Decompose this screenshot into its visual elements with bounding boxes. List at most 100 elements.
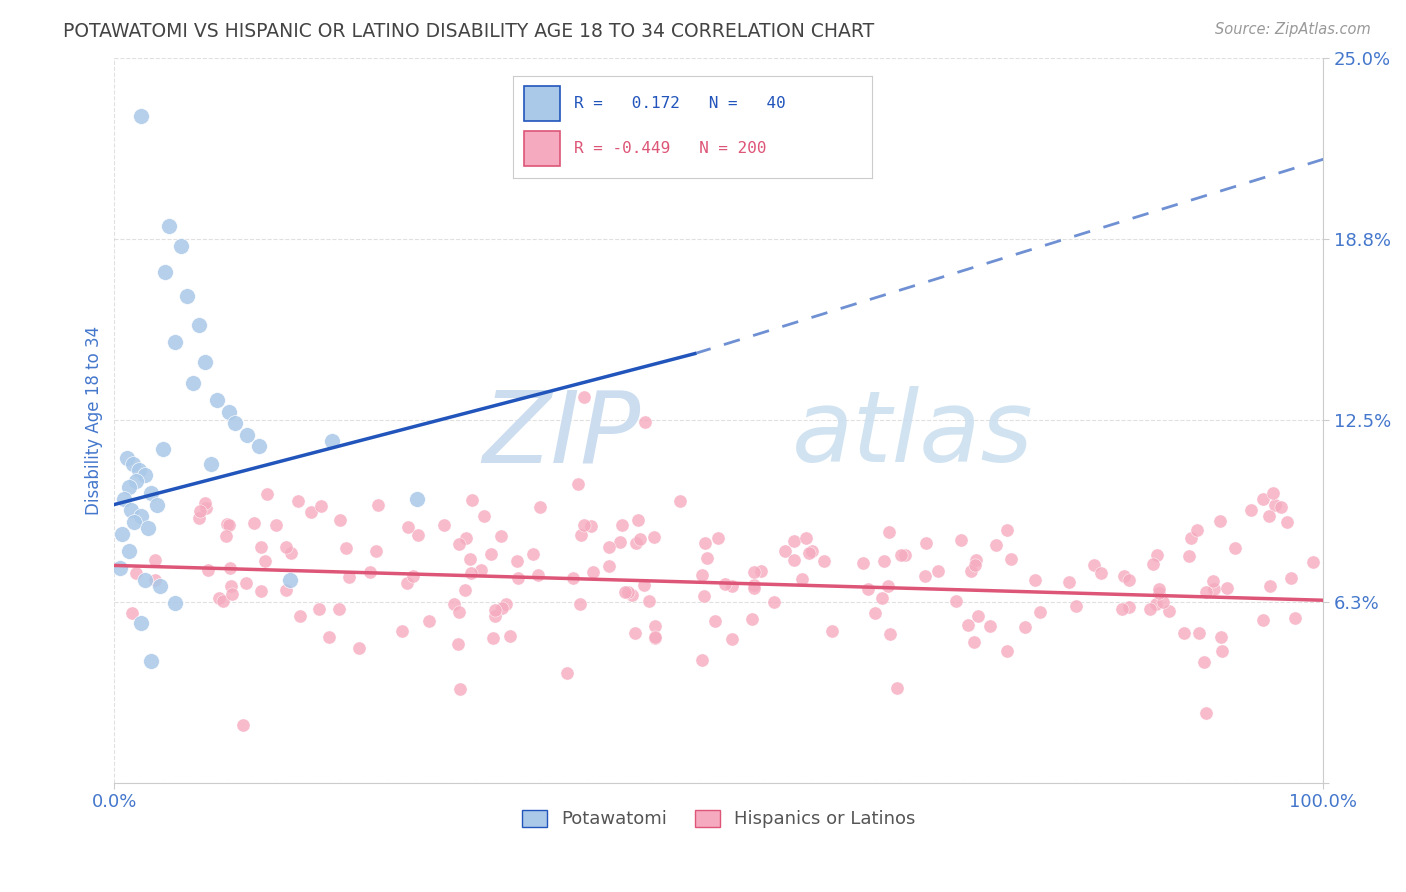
Point — [703, 614, 725, 628]
Point — [1000, 552, 1022, 566]
Point — [118, 480, 141, 494]
Point — [301, 505, 323, 519]
Point — [1302, 555, 1324, 569]
Point — [620, 588, 643, 602]
Point — [627, 513, 650, 527]
Point — [224, 417, 246, 431]
Point — [1142, 557, 1164, 571]
Point — [214, 528, 236, 542]
Point — [472, 509, 495, 524]
Point — [181, 376, 204, 390]
Point — [491, 600, 513, 615]
Point — [1014, 620, 1036, 634]
Point — [562, 571, 585, 585]
Point — [454, 582, 477, 597]
Point — [527, 568, 550, 582]
Point — [790, 572, 813, 586]
Point — [236, 428, 259, 442]
Point — [433, 517, 456, 532]
Point — [1195, 706, 1218, 720]
Text: Source: ZipAtlas.com: Source: ZipAtlas.com — [1215, 22, 1371, 37]
Point — [405, 491, 427, 506]
Point — [1139, 601, 1161, 615]
Point — [966, 609, 988, 624]
Point — [690, 653, 713, 667]
Point — [572, 390, 595, 404]
Point — [1185, 523, 1208, 537]
Point — [927, 564, 949, 578]
Point — [1178, 549, 1201, 563]
Point — [1202, 574, 1225, 588]
Point — [915, 536, 938, 550]
Point — [280, 546, 302, 560]
Point — [367, 498, 389, 512]
Point — [1118, 574, 1140, 588]
Point — [742, 565, 765, 579]
Point — [506, 554, 529, 568]
Point — [447, 606, 470, 620]
Point — [1159, 604, 1181, 618]
Point — [567, 477, 589, 491]
Point — [447, 637, 470, 651]
Point — [707, 531, 730, 545]
Point — [742, 578, 765, 592]
Point — [1253, 613, 1275, 627]
Y-axis label: Disability Age 18 to 34: Disability Age 18 to 34 — [86, 326, 103, 515]
Point — [979, 619, 1001, 633]
Point — [153, 265, 176, 279]
Point — [111, 526, 134, 541]
Point — [886, 681, 908, 696]
Point — [1195, 585, 1218, 599]
Point — [337, 570, 360, 584]
Point — [796, 532, 818, 546]
Point — [949, 533, 972, 547]
Point — [624, 626, 647, 640]
Point — [1194, 655, 1216, 669]
Point — [876, 579, 898, 593]
Point — [870, 591, 893, 606]
Point — [643, 530, 665, 544]
Point — [187, 511, 209, 525]
Legend: Potawatomi, Hispanics or Latinos: Potawatomi, Hispanics or Latinos — [515, 803, 922, 836]
Point — [872, 554, 894, 568]
Point — [1211, 643, 1233, 657]
Point — [721, 579, 744, 593]
Point — [128, 463, 150, 477]
Point — [129, 616, 152, 631]
Point — [1261, 486, 1284, 500]
Point — [176, 288, 198, 302]
Point — [763, 595, 786, 609]
Point — [1090, 566, 1112, 581]
Point — [194, 355, 217, 369]
Text: ZIP: ZIP — [482, 386, 640, 483]
Text: R = -0.449   N = 200: R = -0.449 N = 200 — [574, 141, 766, 156]
Point — [134, 573, 156, 587]
Point — [145, 498, 167, 512]
Point — [963, 635, 986, 649]
Point — [877, 524, 900, 539]
Point — [470, 563, 492, 577]
Point — [1209, 630, 1232, 644]
Point — [609, 535, 631, 549]
Point — [1223, 541, 1246, 556]
Point — [112, 491, 135, 506]
Point — [1202, 582, 1225, 596]
Point — [1240, 503, 1263, 517]
Point — [690, 568, 713, 582]
Point — [506, 571, 529, 585]
Point — [443, 598, 465, 612]
Point — [714, 577, 737, 591]
Point — [460, 566, 482, 581]
Point — [482, 631, 505, 645]
Point — [139, 486, 162, 500]
Point — [359, 565, 381, 579]
Point — [1066, 599, 1088, 614]
Point — [115, 451, 138, 466]
Point — [121, 606, 143, 620]
Point — [347, 640, 370, 655]
Point — [396, 520, 419, 534]
Point — [484, 603, 506, 617]
Point — [253, 554, 276, 568]
Point — [110, 561, 132, 575]
Point — [218, 405, 240, 419]
